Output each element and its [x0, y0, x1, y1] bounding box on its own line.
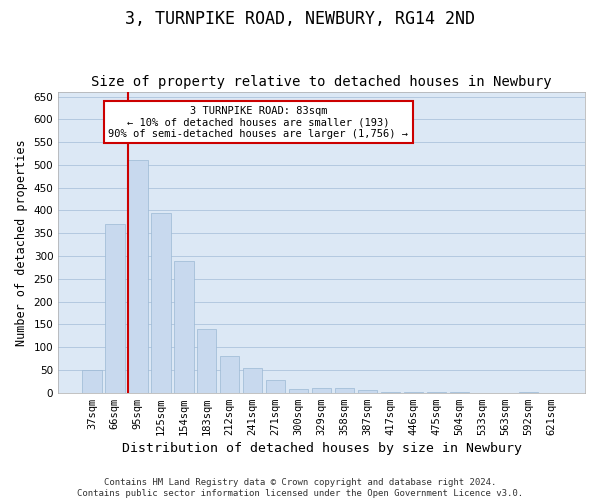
Text: 3, TURNPIKE ROAD, NEWBURY, RG14 2ND: 3, TURNPIKE ROAD, NEWBURY, RG14 2ND [125, 10, 475, 28]
Bar [220, 356, 239, 392]
Bar [128, 160, 148, 392]
Title: Size of property relative to detached houses in Newbury: Size of property relative to detached ho… [91, 76, 552, 90]
X-axis label: Distribution of detached houses by size in Newbury: Distribution of detached houses by size … [122, 442, 521, 455]
Bar [105, 224, 125, 392]
Bar [289, 389, 308, 392]
Bar [335, 388, 355, 392]
Text: 3 TURNPIKE ROAD: 83sqm
← 10% of detached houses are smaller (193)
90% of semi-de: 3 TURNPIKE ROAD: 83sqm ← 10% of detached… [109, 106, 409, 139]
Bar [174, 260, 194, 392]
Bar [197, 329, 217, 392]
Y-axis label: Number of detached properties: Number of detached properties [15, 139, 28, 346]
Bar [151, 213, 170, 392]
Bar [82, 370, 101, 392]
Bar [312, 388, 331, 392]
Bar [266, 380, 286, 392]
Text: Contains HM Land Registry data © Crown copyright and database right 2024.
Contai: Contains HM Land Registry data © Crown c… [77, 478, 523, 498]
Bar [243, 368, 262, 392]
Bar [358, 390, 377, 392]
